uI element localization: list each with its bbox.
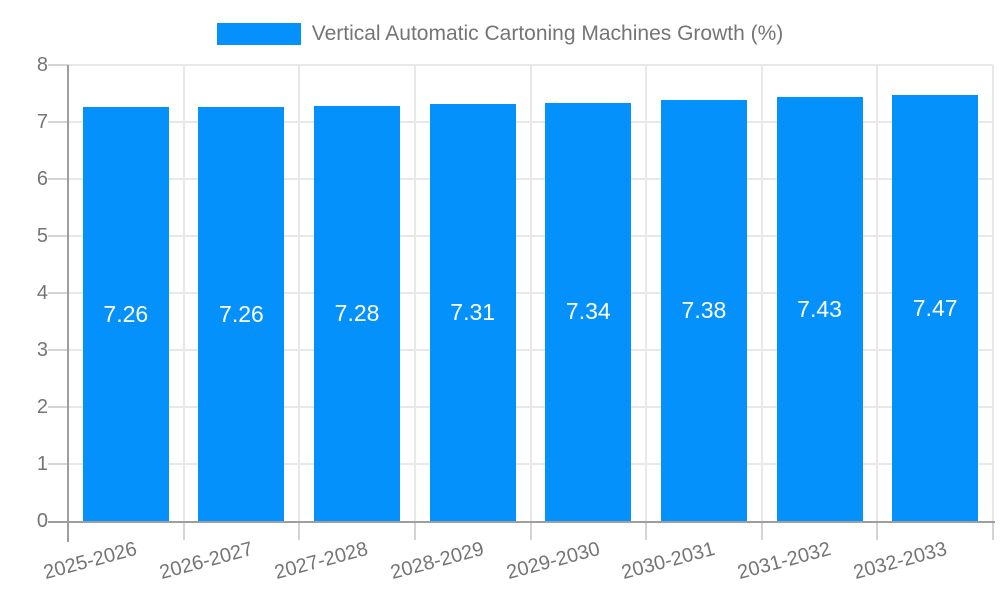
y-tick [48,292,68,294]
x-tick [529,523,532,540]
y-axis-label: 3 [36,339,48,361]
y-axis-label: 4 [36,282,48,304]
bar[interactable]: 7.28 [314,106,401,521]
legend-item[interactable]: Vertical Automatic Cartoning Machines Gr… [216,21,784,47]
bar[interactable]: 7.26 [198,107,285,521]
bar-value-label: 7.31 [450,299,496,326]
bar-value-label: 7.47 [912,294,958,321]
y-axis-label: 2 [36,396,48,418]
gridline-v [298,65,301,521]
x-tick [760,523,763,540]
y-axis-line [67,65,69,542]
x-axis-label: 2031-2032 [735,538,834,585]
x-axis-label: 2025-2026 [41,538,140,585]
gridline-v [876,65,879,521]
x-axis-label: 2032-2033 [850,538,949,585]
legend-label: Vertical Automatic Cartoning Machines Gr… [311,22,784,45]
y-axis-label: 1 [36,453,48,475]
y-axis-label: 7 [36,111,48,133]
y-tick [48,121,68,123]
y-tick [48,178,68,180]
y-axis-label: 6 [36,168,48,190]
gridline-v [413,65,416,521]
bar[interactable]: 7.38 [660,100,747,521]
x-tick [182,523,185,540]
gridline-v [760,65,763,521]
gridline-v [529,65,532,521]
legend: Vertical Automatic Cartoning Machines Gr… [0,21,1000,47]
bar[interactable]: 7.47 [892,95,979,521]
y-tick [48,406,68,408]
x-axis-label: 2028-2029 [388,538,487,585]
gridline-v [182,65,185,521]
gridline-v [645,65,648,521]
x-tick [992,523,994,540]
bar-value-label: 7.34 [565,298,611,325]
x-tick [413,523,416,540]
y-tick [48,463,68,465]
x-axis-label: 2026-2027 [157,538,256,585]
bar-value-label: 7.26 [103,300,149,327]
bar[interactable]: 7.34 [545,102,632,521]
y-tick [48,349,68,351]
bar[interactable]: 7.43 [776,97,863,521]
x-axis-line [48,521,995,523]
gridline-v [992,65,994,521]
bar[interactable]: 7.26 [82,107,169,521]
x-tick [876,523,879,540]
x-tick [645,523,648,540]
y-axis-label: 5 [36,225,48,247]
x-axis-label: 2030-2031 [619,538,718,585]
bar[interactable]: 7.31 [429,104,516,521]
y-axis-label: 8 [36,54,48,76]
bar-value-label: 7.38 [681,297,727,324]
legend-swatch-icon [216,23,301,45]
bar-value-label: 7.43 [797,295,842,322]
x-axis-label: 2029-2030 [503,538,603,585]
x-axis-label: 2027-2028 [272,538,371,585]
y-tick [48,235,68,237]
y-axis-label: 0 [36,510,48,532]
x-tick [298,523,301,540]
y-tick [48,64,68,66]
bar-value-label: 7.28 [334,300,380,326]
bar-value-label: 7.26 [219,300,264,327]
